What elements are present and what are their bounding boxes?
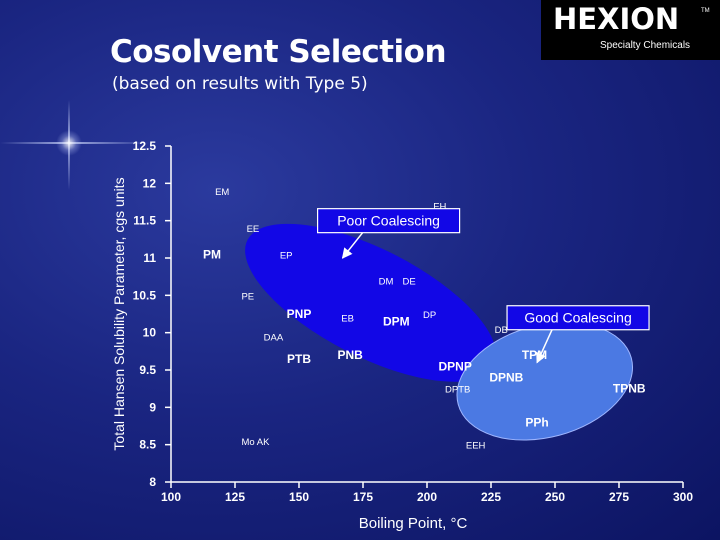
x-tick-label: 300 [673,490,693,504]
x-tick-label: 100 [161,490,181,504]
region-poor-coalescing [245,223,497,382]
point-ptb: PTB [287,352,311,366]
x-tick-label: 250 [545,490,565,504]
slide-title: Cosolvent Selection [110,34,447,70]
logo-wordmark: HEXION [553,2,680,36]
annotation-arrow [341,232,364,259]
annotation-label: Good Coalescing [524,310,631,326]
coalescing-regions [245,223,634,441]
x-tick-label: 125 [225,490,245,504]
x-axis-label: Boiling Point, °C [359,515,468,532]
annotation-box [317,208,461,234]
y-tick-label: 8.5 [139,438,156,452]
y-tick-label: 10.5 [133,288,157,302]
point-dpnb: DPNB [489,370,523,384]
point-dp: DP [423,310,436,321]
point-mo-ak: Mo AK [241,437,270,448]
y-tick-label: 12 [143,176,157,190]
point-ee: EE [247,224,260,235]
x-tick-label: 175 [353,490,373,504]
y-tick-label: 9 [149,400,156,414]
point-pnp: PNP [287,307,312,321]
x-tick-label: 200 [417,490,437,504]
point-pnb: PNB [338,348,364,362]
y-tick-label: 8 [149,475,156,489]
y-axis-label: Total Hansen Solubility Parameter, cgs u… [111,177,127,450]
annotation-arrow [536,329,553,364]
y-tick-label: 11.5 [133,214,156,228]
slide-subtitle: (based on results with Type 5) [112,74,368,94]
point-ep: EP [280,250,293,261]
point-eb: EB [341,314,354,325]
point-dm: DM [379,276,394,287]
x-tick-label: 150 [289,490,309,504]
point-daa: DAA [264,332,284,343]
point-de: DE [402,276,415,287]
point-em: EM [215,187,229,198]
point-pm: PM [203,247,221,261]
y-tick-label: 11 [143,251,156,265]
x-tick-label: 275 [609,490,629,504]
point-pe: PE [241,291,254,302]
point-dptb: DPTB [445,385,470,396]
y-tick-label: 10 [143,326,157,340]
point-dpnp: DPNP [438,359,471,373]
point-eh: EH [433,202,446,213]
y-tick-label: 9.5 [139,363,156,377]
point-eeh: EEH [466,441,486,452]
x-tick-label: 225 [481,490,501,504]
logo-tagline: Specialty Chemicals [600,40,691,51]
point-dpm: DPM [383,314,410,328]
chart-axes: 8 8.5 9 9.5 10 10.5 11 11.5 12 12.5 100 125 150 175 20… [133,139,694,504]
annotation-box [506,305,650,331]
annotation-label: Poor Coalescing [337,213,440,229]
point-tpnb: TPNB [613,382,646,396]
logo-trademark: TM [701,8,710,14]
y-tick-label: 12.5 [133,139,157,153]
lens-flare-glow [56,130,82,156]
point-pph: PPh [525,415,548,429]
point-db: DB [495,325,508,336]
chart-annotations: Poor Coalescing Good Coalescing [317,208,650,364]
hexion-logo: HEXION TM Specialty Chemicals [541,0,720,60]
